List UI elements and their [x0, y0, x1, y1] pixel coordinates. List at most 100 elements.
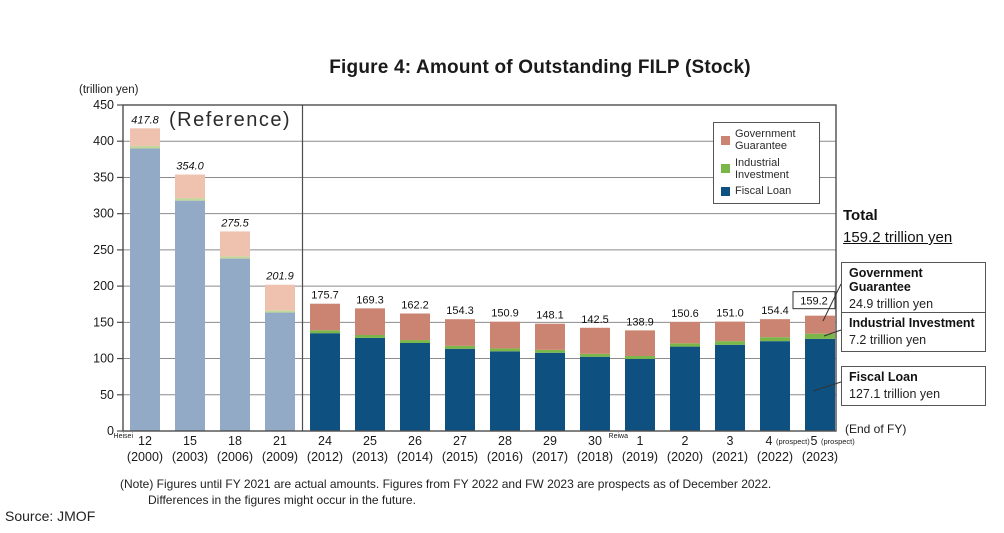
legend-item-industrial-investment: Industrial Investment	[721, 157, 815, 182]
bar-segment-fiscal_loan	[760, 341, 790, 431]
x-year-label: (2014)	[397, 450, 433, 464]
bar-segment-fiscal_loan	[535, 352, 565, 431]
x-era-marker-label: Reiwa	[609, 433, 629, 440]
x-era-label: 15	[183, 434, 197, 448]
x-era-label: 1	[637, 434, 644, 448]
x-year-label: (2013)	[352, 450, 388, 464]
bar-segment-government_guarantee	[265, 284, 295, 311]
bar-total-label: 201.9	[265, 271, 294, 283]
y-tick-label: 0	[107, 424, 114, 438]
bar-segment-industrial_investment	[490, 348, 520, 352]
x-era-label: 4	[766, 434, 773, 448]
x-year-label: (2006)	[217, 450, 253, 464]
bar-segment-industrial_investment	[760, 337, 790, 342]
bar-segment-industrial_investment	[310, 330, 340, 334]
bar-segment-industrial_investment	[580, 353, 610, 357]
chart-legend: Government Guarantee Industrial Investme…	[713, 122, 820, 204]
y-tick-label: 350	[93, 170, 114, 184]
x-era-label: 26	[408, 434, 422, 448]
plot-border	[122, 104, 837, 432]
bar-total-label: 150.6	[671, 308, 699, 320]
bar-segment-government_guarantee	[175, 174, 205, 199]
x-year-label: (2017)	[532, 450, 568, 464]
bar-total-label: 142.5	[581, 314, 609, 326]
y-tick-label: 150	[93, 315, 114, 329]
callout-fiscal-loan: Fiscal Loan 127.1 trillion yen	[841, 366, 986, 406]
bar-segment-industrial_investment	[715, 341, 745, 345]
bar-total-label: 154.4	[761, 305, 789, 317]
bar-segment-industrial_investment	[445, 345, 475, 349]
bar-total-label: 275.5	[220, 217, 249, 229]
bar-segment-fiscal_loan	[400, 342, 430, 431]
bar-segment-government_guarantee	[670, 321, 700, 344]
x-year-label: (2020)	[667, 450, 703, 464]
x-era-label: 24	[318, 434, 332, 448]
bar-segment-government_guarantee	[355, 308, 385, 336]
callout-title: Government Guarantee	[849, 266, 923, 294]
industrial-investment-swatch-icon	[721, 164, 730, 174]
bar-segment-government_guarantee	[760, 319, 790, 338]
y-tick-label: 450	[93, 98, 114, 112]
y-tick-label: 100	[93, 352, 114, 366]
bar-total-label: 354.0	[176, 161, 204, 173]
bar-total-label: 169.3	[356, 294, 384, 306]
government-guarantee-swatch-icon	[721, 135, 730, 145]
bar-segment-industrial_investment	[400, 340, 430, 343]
bar-total-label: 151.0	[716, 308, 744, 320]
legend-item-label: Government Guarantee	[735, 128, 796, 153]
bar-segment-industrial_investment	[670, 343, 700, 347]
bar-segment-industrial_investment	[535, 349, 565, 353]
callout-industrial-investment: Industrial Investment 7.2 trillion yen	[841, 312, 986, 352]
bar-segment-government_guarantee	[625, 330, 655, 357]
callout-title: Industrial Investment	[849, 316, 975, 330]
bar-segment-industrial_investment	[220, 256, 250, 259]
callout-government-guarantee: Government Guarantee 24.9 trillion yen	[841, 262, 986, 316]
bar-segment-industrial_investment	[625, 356, 655, 359]
note-line-1: (Note) Figures until FY 2021 are actual …	[120, 477, 772, 491]
bar-segment-fiscal_loan	[310, 333, 340, 431]
bar-segment-fiscal_loan	[175, 200, 205, 431]
bar-total-label: 148.1	[536, 310, 564, 322]
bar-segment-government_guarantee	[805, 315, 835, 334]
callout-connector-line	[823, 329, 842, 337]
total-value: 159.2 trillion yen	[843, 229, 953, 246]
callout-value: 7.2 trillion yen	[849, 333, 927, 347]
callout-connector-line	[822, 283, 842, 322]
y-tick-label: 250	[93, 243, 114, 257]
fiscal-loan-swatch-icon	[721, 186, 730, 196]
bar-total-label: 159.2	[800, 296, 828, 308]
total-title: Total	[843, 207, 878, 224]
callout-title: Fiscal Loan	[849, 370, 918, 384]
bar-segment-fiscal_loan	[445, 348, 475, 431]
bar-segment-fiscal_loan	[355, 337, 385, 431]
bar-segment-government_guarantee	[445, 319, 475, 346]
x-era-label: 18	[228, 434, 242, 448]
bar-segment-fiscal_loan	[805, 338, 835, 431]
y-tick-label: 50	[100, 388, 114, 402]
x-year-label: (2016)	[487, 450, 523, 464]
x-era-label: 2	[682, 434, 689, 448]
bar-total-label: 138.9	[626, 316, 654, 328]
bar-segment-government_guarantee	[310, 303, 340, 331]
x-era-label: 29	[543, 434, 557, 448]
x-era-label: 12	[138, 434, 152, 448]
x-era-label: 21	[273, 434, 287, 448]
bar-segment-government_guarantee	[400, 313, 430, 341]
x-year-label: (2018)	[577, 450, 613, 464]
x-year-label: (2012)	[307, 450, 343, 464]
x-year-label: (2021)	[712, 450, 748, 464]
y-tick-label: 200	[93, 279, 114, 293]
x-era-label: 5	[811, 434, 818, 448]
y-tick-label: 400	[93, 134, 114, 148]
legend-item-label: Fiscal Loan	[735, 185, 792, 198]
boxed-total-label-frame	[792, 291, 836, 310]
bar-segment-government_guarantee	[580, 327, 610, 354]
callout-value: 127.1 trillion yen	[849, 387, 941, 401]
x-year-label: (2003)	[172, 450, 208, 464]
total-block: Total 159.2 trillion yen	[843, 207, 952, 246]
bar-segment-industrial_investment	[175, 198, 205, 201]
figure-title: Figure 4: Amount of Outstanding FILP (St…	[329, 57, 751, 78]
bar-segment-government_guarantee	[715, 321, 745, 342]
x-era-label: 30	[588, 434, 602, 448]
